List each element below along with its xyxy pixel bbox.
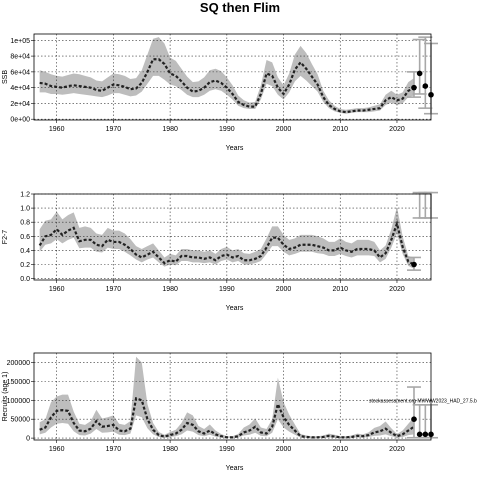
x-tick-label: 1990 xyxy=(219,446,235,453)
y-tick-label: 200000 xyxy=(7,360,30,367)
chart-panel-2: 1960 1970 1980 1990 2000 2010 2020 0.0 0.2 0.4 0.6… xyxy=(2,192,438,312)
projection-point xyxy=(411,416,417,422)
x-tick-label: 1980 xyxy=(162,126,178,133)
y-tick-label: 4e+04 xyxy=(10,85,30,92)
y-tick-label: 1.0 xyxy=(20,206,30,213)
x-tick-label: 1970 xyxy=(106,446,122,453)
x-tick-label: 2010 xyxy=(332,286,348,293)
y-tick-label: 6e+04 xyxy=(10,69,30,76)
chart-annotation: stockassessment.org MWWW2023_HAD_27.5.b xyxy=(369,398,477,404)
x-tick-label: 1980 xyxy=(162,446,178,453)
y-tick-label: 1.2 xyxy=(20,192,30,199)
y-axis-label: Recruits (age 1) xyxy=(2,372,9,422)
confidence-band xyxy=(39,356,414,438)
x-tick-label: 1970 xyxy=(106,286,122,293)
x-tick-label: 1960 xyxy=(49,446,65,453)
y-tick-label: 2e+04 xyxy=(10,101,30,108)
figure-title: SQ then Flim xyxy=(200,0,280,15)
projection-point xyxy=(411,84,417,91)
x-tick-label: 1990 xyxy=(219,286,235,293)
chart-panel-1: 1960 1970 1980 1990 2000 2010 2020 0e+00 2e+04 4e… xyxy=(2,33,438,152)
estimate-line xyxy=(39,396,415,439)
y-tick-label: 150000 xyxy=(7,379,30,386)
x-tick-label: 1980 xyxy=(162,286,178,293)
projection-point xyxy=(422,431,429,438)
y-tick-label: 1e+05 xyxy=(10,38,30,45)
x-tick-label: 1960 xyxy=(49,126,65,133)
projection-point xyxy=(422,83,429,89)
x-axis-label: Years xyxy=(226,145,244,152)
x-tick-label: 2000 xyxy=(276,446,292,453)
y-tick-label: 0.2 xyxy=(20,262,30,269)
chart-panel-3: 1960 1970 1980 1990 2000 2010 2020 0 50000 100000… xyxy=(2,352,477,472)
x-tick-label: 2020 xyxy=(389,286,405,293)
projection-point xyxy=(416,70,423,77)
x-axis-label: Years xyxy=(226,465,244,472)
y-axis-label: F2-7 xyxy=(2,230,9,245)
confidence-band xyxy=(39,37,414,114)
projection-point xyxy=(411,261,417,268)
x-tick-label: 1960 xyxy=(49,286,65,293)
x-tick-label: 2010 xyxy=(332,446,348,453)
projection-point xyxy=(416,431,423,438)
y-tick-label: 0.8 xyxy=(20,220,30,227)
x-tick-label: 2000 xyxy=(276,286,292,293)
y-tick-label: 0e+00 xyxy=(10,117,30,124)
x-tick-label: 2020 xyxy=(389,126,405,133)
estimate-line xyxy=(39,58,415,114)
estimate-line xyxy=(38,219,415,266)
x-axis-label: Years xyxy=(226,305,244,312)
y-tick-label: 0.6 xyxy=(20,234,30,241)
y-tick-label: 0.0 xyxy=(20,276,30,283)
y-tick-label: 8e+04 xyxy=(10,54,30,61)
plot-frame xyxy=(33,352,432,441)
y-axis-label: SSB xyxy=(2,70,9,84)
x-tick-label: 2010 xyxy=(332,126,348,133)
plot-frame xyxy=(33,33,432,121)
plot-frame xyxy=(33,193,432,281)
y-tick-label: 100000 xyxy=(7,398,30,405)
confidence-band xyxy=(39,206,414,269)
y-tick-label: 0 xyxy=(26,436,30,443)
x-tick-label: 1990 xyxy=(219,126,235,133)
y-tick-label: 50000 xyxy=(11,417,31,424)
x-tick-label: 2000 xyxy=(276,126,292,133)
panels: 1960 1970 1980 1990 2000 2010 2020 0e+00 2e+04 4e… xyxy=(2,33,477,472)
y-tick-label: 0.4 xyxy=(20,248,30,255)
x-tick-label: 2020 xyxy=(389,446,405,453)
x-tick-label: 1970 xyxy=(106,126,122,133)
